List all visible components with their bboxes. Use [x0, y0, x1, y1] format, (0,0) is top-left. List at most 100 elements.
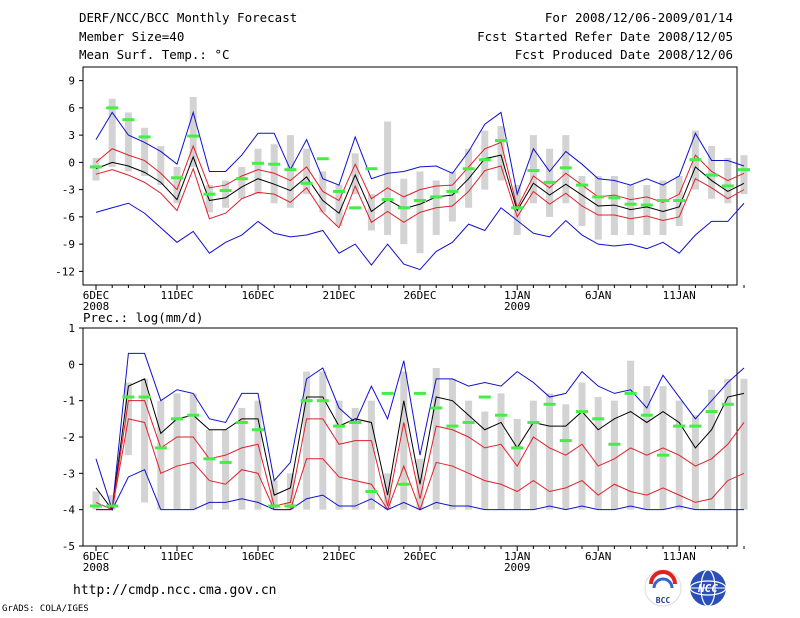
ensemble-spread-box [562, 404, 570, 510]
x-tick-label: 1JAN [504, 289, 531, 302]
ensemble-spread-box [238, 407, 246, 510]
observation-mark [592, 417, 605, 421]
observation-mark [122, 395, 135, 399]
ensemble-spread-box [708, 146, 716, 199]
observation-mark [446, 424, 459, 428]
series-line-upper [95, 400, 745, 511]
ensemble-spread-box [124, 112, 132, 172]
observation-mark [300, 399, 313, 403]
observation-mark [527, 420, 540, 424]
ensemble-spread-box [303, 148, 311, 195]
x-tick-label: 16DEC [241, 289, 274, 302]
observation-mark [235, 420, 248, 424]
x-tick-year-label: 2009 [504, 561, 531, 574]
x-tick-label: 26DEC [403, 550, 436, 563]
y-tick-label: 6 [68, 102, 75, 115]
observation-mark [462, 167, 475, 171]
series-line-median [95, 378, 745, 511]
observation-mark [738, 168, 750, 172]
ensemble-spread-box [400, 371, 408, 510]
series-line-min [95, 202, 745, 271]
observation-mark [576, 410, 588, 414]
ensemble-spread-box [189, 393, 197, 510]
series-line-min [96, 469, 744, 511]
precip-title: Prec.: log(mm/d) [83, 310, 204, 325]
series-line-max [95, 352, 745, 510]
observation-mark [316, 157, 329, 161]
ensemble-spread-box [92, 157, 100, 181]
observation-mark [284, 168, 297, 172]
observation-mark [624, 202, 637, 206]
source-url[interactable]: http://cmdp.ncc.cma.gov.cn [73, 583, 277, 598]
observation-mark [592, 195, 605, 199]
observation-mark [90, 504, 102, 508]
ensemble-spread-box [205, 185, 213, 213]
series-line-lower [95, 165, 745, 229]
x-tick-label: 21DEC [322, 289, 355, 302]
x-tick-label: 11DEC [160, 289, 193, 302]
forecast-produced: Fcst Produced Date 2008/12/06 [514, 47, 733, 62]
observation-mark [90, 165, 102, 169]
ensemble-spread-box [367, 194, 375, 231]
observation-mark [203, 457, 216, 461]
y-tick-label: 0 [68, 358, 75, 371]
ensemble-spread-box [740, 378, 748, 510]
x-tick-label: 21DEC [322, 550, 355, 563]
observation-mark [430, 195, 443, 199]
ensemble-spread-box [319, 371, 327, 510]
x-tick-label: 11JAN [663, 289, 696, 302]
observation-mark [721, 184, 734, 188]
observation-mark [381, 198, 394, 202]
y-tick-label: 0 [68, 156, 75, 169]
ensemble-spread-box [141, 378, 149, 503]
ensemble-spread-box [465, 400, 473, 510]
ensemble-spread-box [173, 166, 181, 204]
observation-mark [705, 173, 718, 177]
forecast-started: Fcst Started Refer Date 2008/12/05 [477, 29, 733, 44]
observation-mark [397, 482, 410, 486]
observation-mark [219, 189, 232, 193]
observation-mark [268, 162, 281, 166]
observation-mark [138, 395, 151, 399]
ensemble-spread-box [740, 155, 748, 195]
ensemble-spread-box [173, 393, 181, 510]
observation-mark [446, 189, 459, 193]
variable-label: Mean Surf. Temp.: °C [79, 47, 230, 62]
ensemble-spread-box [400, 178, 408, 245]
forecast-period: For 2008/12/06-2009/01/14 [544, 10, 733, 25]
ensemble-spread-box [610, 400, 618, 510]
ensemble-spread-box [222, 429, 230, 510]
y-tick-label: -1 [62, 395, 75, 408]
ensemble-spread-box [351, 407, 359, 510]
observation-mark [187, 134, 200, 138]
ensemble-spread-box [157, 146, 165, 186]
observation-mark [657, 453, 669, 457]
y-tick-label: 1 [68, 322, 75, 335]
ensemble-spread-box [108, 98, 116, 167]
observation-mark [657, 199, 669, 203]
ensemble-spread-box [578, 176, 586, 226]
member-size: Member Size=40 [79, 29, 185, 44]
ensemble-spread-box [578, 382, 586, 510]
observation-mark [106, 106, 119, 110]
observation-mark [316, 399, 329, 403]
observation-mark [640, 203, 653, 207]
ensemble-spread-box [708, 389, 716, 510]
observation-mark [365, 490, 378, 493]
ensemble-spread-box [286, 135, 294, 208]
observation-mark [462, 420, 475, 424]
observation-mark [333, 189, 345, 193]
observation-mark [122, 118, 135, 122]
ensemble-spread-box [367, 400, 375, 510]
observation-mark [478, 395, 491, 399]
ensemble-spread-box [157, 400, 165, 510]
ensemble-spread-box [497, 126, 505, 181]
ensemble-spread-box [627, 360, 635, 510]
ensemble-spread-box [303, 371, 311, 510]
y-tick-label: -3 [62, 184, 75, 197]
observation-mark [414, 199, 426, 203]
x-tick-label: 26DEC [403, 289, 436, 302]
grads-credit: GrADS: COLA/IGES [2, 604, 89, 614]
y-tick-label: -4 [62, 504, 76, 517]
observation-mark [543, 180, 556, 184]
